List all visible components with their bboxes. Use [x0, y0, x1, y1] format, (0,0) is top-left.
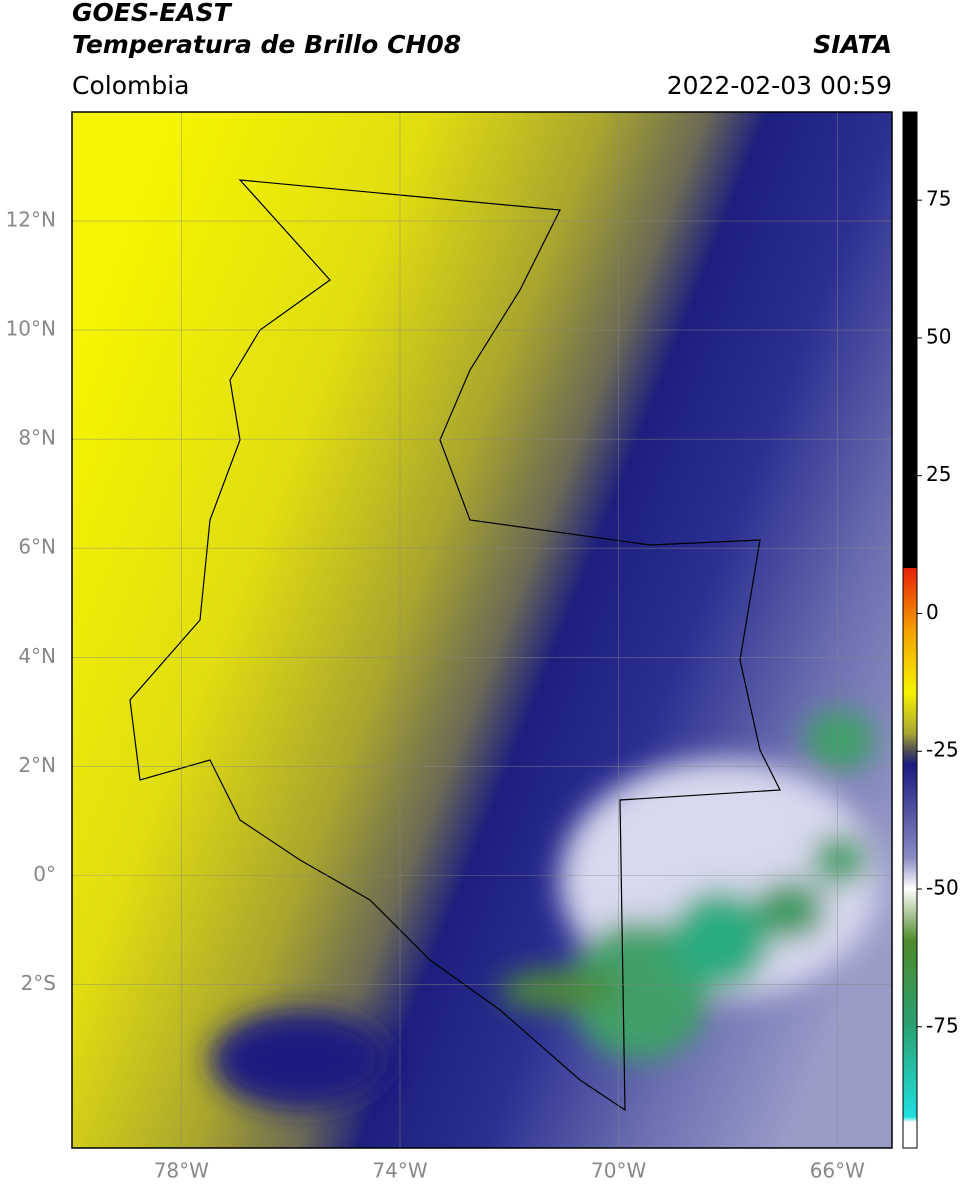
colorbar	[902, 111, 918, 1149]
y-tick-label: 4°N	[18, 644, 56, 668]
y-tick-label: 2°S	[21, 971, 56, 995]
colorbar-tick-label: 0	[926, 600, 939, 624]
colorbar-tick-label: 50	[926, 324, 951, 348]
y-tick-label: 2°N	[18, 753, 56, 777]
x-tick-label: 66°W	[810, 1159, 865, 1183]
colorbar-tick-label: 75	[926, 187, 951, 211]
title: GOES-EAST	[72, 0, 233, 27]
colorbar-tick-label: -75	[926, 1013, 959, 1037]
y-tick-label: 12°N	[6, 208, 56, 232]
y-tick-label: 10°N	[6, 317, 56, 341]
y-tick-label: 8°N	[18, 426, 56, 450]
colorbar-tick-label: -25	[926, 738, 959, 762]
graticule	[72, 112, 892, 1148]
border	[129, 179, 781, 1112]
region: Colombia	[72, 71, 189, 100]
colorbar-tick-label: -50	[926, 876, 959, 900]
satellite-image	[72, 112, 892, 1148]
colorbar-tick-label: 25	[926, 462, 951, 486]
source: SIATA	[813, 30, 892, 59]
y-tick-label: 6°N	[18, 535, 56, 559]
map-frame	[71, 111, 893, 1149]
x-tick-label: 70°W	[591, 1159, 646, 1183]
subtitle: Temperatura de Brillo CH08	[72, 30, 461, 59]
x-tick-label: 74°W	[372, 1159, 427, 1183]
datetime: 2022-02-03 00:59	[667, 71, 892, 100]
x-tick-label: 78°W	[154, 1159, 209, 1183]
cloud-tops	[210, 710, 880, 1110]
y-tick-label: 0°	[33, 862, 56, 886]
